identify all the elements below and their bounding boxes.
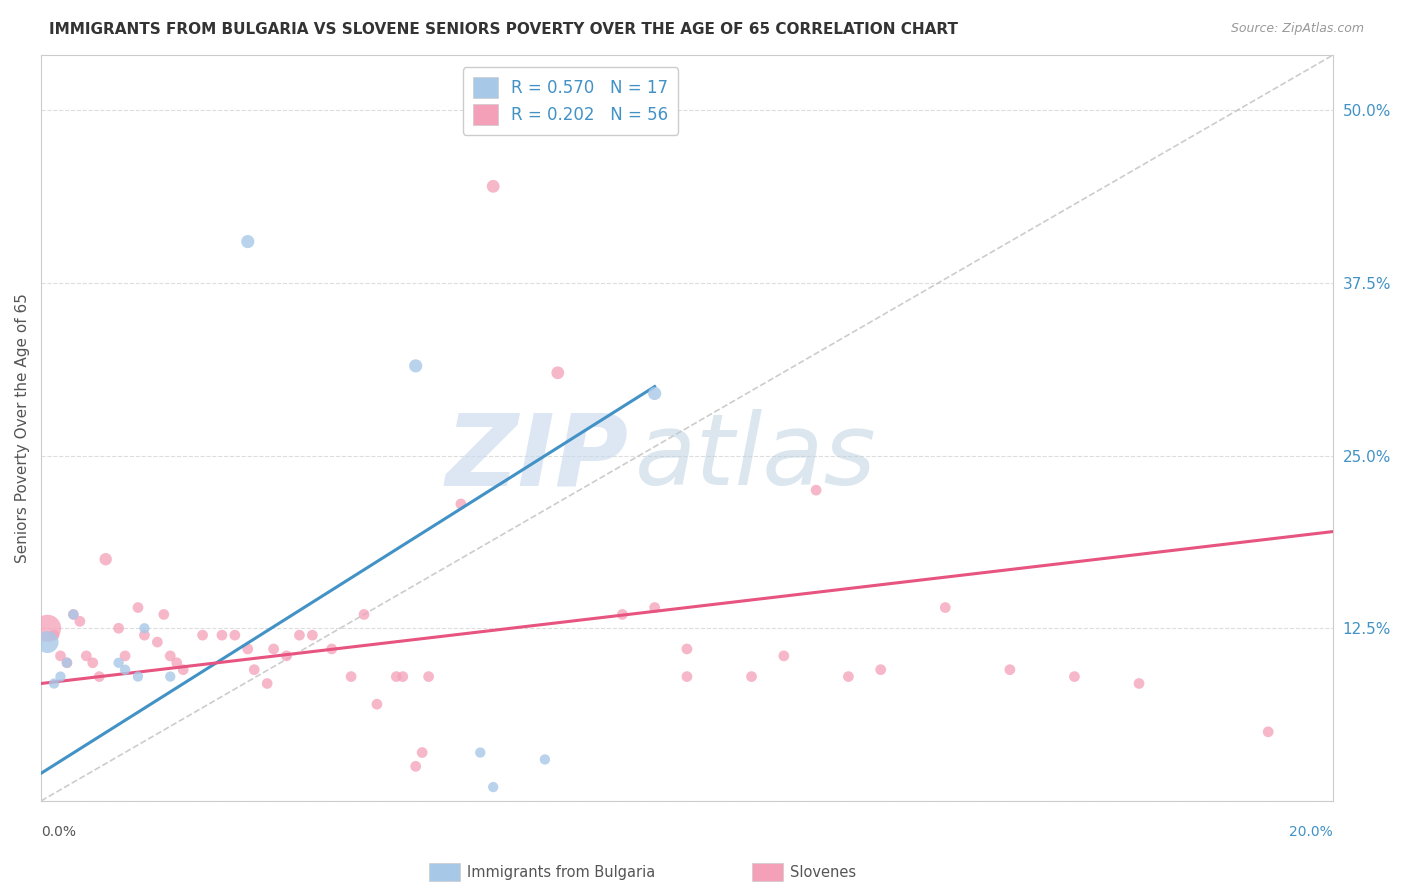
Point <box>37 635 59 649</box>
Point <box>534 752 557 766</box>
Point <box>741 670 763 684</box>
Text: ZIP: ZIP <box>446 409 628 507</box>
Point <box>75 648 97 663</box>
Point <box>153 607 176 622</box>
Point <box>288 628 311 642</box>
Point <box>49 670 72 684</box>
Point <box>869 663 891 677</box>
Point <box>1063 670 1085 684</box>
Point <box>42 676 65 690</box>
Point <box>263 642 285 657</box>
Point <box>62 607 84 622</box>
Point <box>224 628 246 642</box>
Point <box>114 663 136 677</box>
Point <box>191 628 214 642</box>
Point <box>934 600 956 615</box>
Point <box>301 628 323 642</box>
Point <box>547 366 569 380</box>
Legend: R = 0.570   N = 17, R = 0.202   N = 56: R = 0.570 N = 17, R = 0.202 N = 56 <box>463 67 679 135</box>
Point <box>172 663 194 677</box>
Point <box>366 697 388 711</box>
Point <box>340 670 363 684</box>
Point <box>82 656 104 670</box>
Point <box>405 759 427 773</box>
Point <box>321 642 343 657</box>
Point <box>1128 676 1150 690</box>
Point <box>644 386 666 401</box>
Point <box>772 648 794 663</box>
Text: 0.0%: 0.0% <box>41 825 76 838</box>
Point <box>127 670 149 684</box>
Text: IMMIGRANTS FROM BULGARIA VS SLOVENE SENIORS POVERTY OVER THE AGE OF 65 CORRELATI: IMMIGRANTS FROM BULGARIA VS SLOVENE SENI… <box>49 22 959 37</box>
Y-axis label: Seniors Poverty Over the Age of 65: Seniors Poverty Over the Age of 65 <box>15 293 30 563</box>
Point <box>612 607 634 622</box>
Point <box>42 628 65 642</box>
Point <box>385 670 408 684</box>
Point <box>353 607 375 622</box>
Point <box>134 621 156 635</box>
Text: Source: ZipAtlas.com: Source: ZipAtlas.com <box>1230 22 1364 36</box>
Point <box>482 179 505 194</box>
Point <box>256 676 278 690</box>
Point <box>69 615 91 629</box>
Point <box>470 746 492 760</box>
Point <box>114 648 136 663</box>
Text: Immigrants from Bulgaria: Immigrants from Bulgaria <box>467 865 655 880</box>
Point <box>37 621 59 635</box>
Point <box>236 235 259 249</box>
Point <box>236 642 259 657</box>
Point <box>276 648 298 663</box>
Point <box>166 656 188 670</box>
Point <box>94 552 117 566</box>
Point <box>56 656 79 670</box>
Point <box>49 648 72 663</box>
Point <box>159 648 181 663</box>
Point <box>243 663 266 677</box>
Point <box>998 663 1021 677</box>
Point <box>159 670 181 684</box>
Point <box>482 780 505 794</box>
Point <box>127 600 149 615</box>
Point <box>676 670 699 684</box>
Point <box>146 635 169 649</box>
Point <box>804 483 827 498</box>
Point <box>450 497 472 511</box>
Point <box>411 746 433 760</box>
Point <box>107 621 129 635</box>
Point <box>211 628 233 642</box>
Point <box>676 642 699 657</box>
Point <box>1257 724 1279 739</box>
Point <box>644 600 666 615</box>
Point <box>405 359 427 373</box>
Text: Slovenes: Slovenes <box>790 865 856 880</box>
Point <box>391 670 413 684</box>
Point <box>107 656 129 670</box>
Point <box>134 628 156 642</box>
Point <box>89 670 111 684</box>
Point <box>418 670 440 684</box>
Text: 20.0%: 20.0% <box>1289 825 1333 838</box>
Point <box>62 607 84 622</box>
Point <box>837 670 859 684</box>
Point <box>56 656 79 670</box>
Text: atlas: atlas <box>636 409 877 507</box>
